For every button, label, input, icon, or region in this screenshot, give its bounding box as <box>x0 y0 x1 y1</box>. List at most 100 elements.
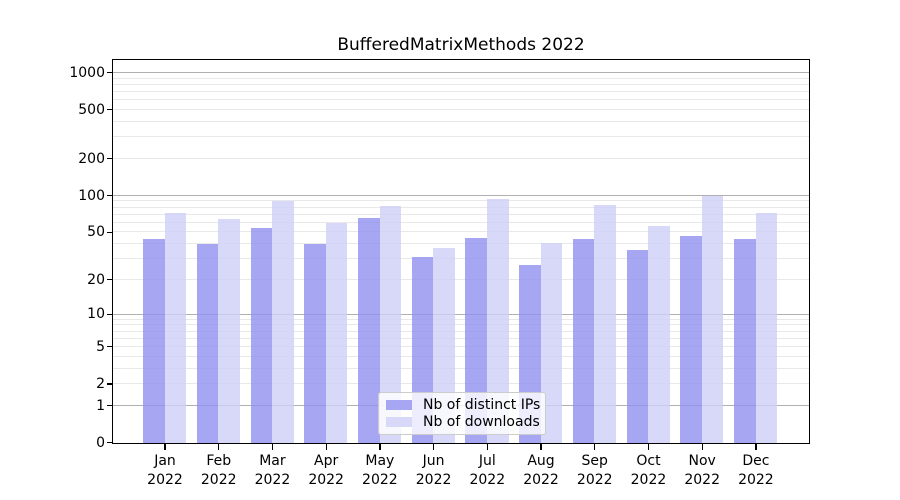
x-tick-mark <box>271 443 274 450</box>
x-tick-year: 2022 <box>200 472 237 488</box>
x-tick-month: Feb <box>206 453 232 469</box>
legend-swatch-distinct-ips <box>386 399 412 410</box>
y-tick-label: 1 <box>96 397 105 414</box>
y-tick-label: 50 <box>87 224 105 241</box>
x-tick-label: Dec 2022 <box>720 452 792 490</box>
gridline-minor <box>113 278 809 280</box>
y-tick-label: 200 <box>78 150 105 167</box>
gridline-minor <box>113 83 809 85</box>
bar-nb-of-distinct-ips-jul-2022 <box>465 237 487 443</box>
gridline-major <box>113 194 809 196</box>
gridline-minor <box>113 77 809 79</box>
x-tick-label: Mar 2022 <box>236 452 308 490</box>
bar-nb-of-downloads-oct-2022 <box>648 225 670 443</box>
bar-nb-of-downloads-nov-2022 <box>701 195 724 443</box>
y-tick-mark <box>106 313 113 315</box>
x-tick-label: Jan 2022 <box>129 452 201 490</box>
y-tick-mark <box>106 383 113 385</box>
x-tick-month: May <box>365 453 395 469</box>
bar-nb-of-distinct-ips-may-2022 <box>357 217 380 443</box>
bar-nb-of-distinct-ips-feb-2022 <box>196 244 219 443</box>
gridline-major <box>113 313 809 315</box>
y-tick-label: 10 <box>87 306 105 323</box>
bar-nb-of-distinct-ips-mar-2022 <box>250 228 273 443</box>
bar-nb-of-distinct-ips-sep-2022 <box>572 239 595 443</box>
x-tick-mark <box>647 443 650 450</box>
x-tick-label: Nov 2022 <box>666 452 738 490</box>
x-tick-year: 2022 <box>738 472 774 488</box>
x-tick-year: 2022 <box>254 472 291 488</box>
gridline-minor <box>113 324 809 326</box>
x-tick-year: 2022 <box>308 472 344 488</box>
gridline-minor <box>113 258 809 260</box>
y-tick-label: 20 <box>87 271 105 288</box>
x-tick-label: Jun 2022 <box>398 452 470 490</box>
legend-swatch-downloads <box>386 417 412 428</box>
y-tick-label: 500 <box>78 101 105 118</box>
x-tick-mark <box>325 443 327 450</box>
x-tick-month: Nov <box>688 453 716 469</box>
x-tick-month: Oct <box>636 453 661 469</box>
x-tick-label: Jul 2022 <box>451 452 523 490</box>
gridline-minor <box>113 99 809 101</box>
gridline-major <box>113 72 809 74</box>
x-tick-mark <box>379 443 381 450</box>
y-tick-mark <box>106 158 113 160</box>
bar-nb-of-distinct-ips-apr-2022 <box>304 244 326 443</box>
x-tick-mark <box>701 443 703 450</box>
bar-nb-of-downloads-mar-2022 <box>272 200 294 443</box>
gridline-minor <box>113 243 809 245</box>
gridline-minor <box>113 231 809 233</box>
x-tick-month: Jul <box>478 453 496 469</box>
y-tick-mark <box>106 346 113 348</box>
x-tick-label: Feb 2022 <box>183 452 255 490</box>
bar-nb-of-distinct-ips-oct-2022 <box>626 249 649 443</box>
y-tick-label: 1000 <box>69 64 105 81</box>
x-tick-month: Aug <box>527 453 555 469</box>
gridline-minor <box>113 383 809 385</box>
gridline-minor <box>113 355 809 357</box>
y-tick-label: 2 <box>96 375 105 392</box>
bar-nb-of-downloads-dec-2022 <box>755 213 778 443</box>
x-tick-month: Sep <box>581 453 608 469</box>
x-tick-mark <box>755 443 757 450</box>
x-tick-year: 2022 <box>147 472 183 488</box>
legend-item-distinct-ips: Nb of distinct IPs <box>386 397 540 413</box>
legend: Nb of distinct IPs Nb of downloads <box>378 392 546 435</box>
gridline-minor <box>113 200 809 202</box>
y-tick-mark <box>106 442 113 444</box>
bar-nb-of-downloads-apr-2022 <box>325 222 348 443</box>
bar-nb-of-downloads-feb-2022 <box>218 218 240 443</box>
y-tick-mark <box>106 404 113 407</box>
x-tick-mark <box>540 443 542 450</box>
gridline-minor <box>113 213 809 215</box>
y-tick-mark <box>106 231 113 233</box>
gridline-minor <box>113 109 809 111</box>
plot-area <box>112 59 810 444</box>
x-tick-mark <box>164 443 166 450</box>
x-tick-label: May 2022 <box>344 452 416 490</box>
gridline-minor <box>113 330 809 332</box>
y-tick-label: 100 <box>78 187 105 204</box>
x-tick-label: Sep 2022 <box>559 452 631 490</box>
gridline-minor <box>113 367 809 369</box>
x-tick-year: 2022 <box>415 472 452 488</box>
x-tick-month: Jan <box>154 453 176 469</box>
y-tick-label: 5 <box>96 338 105 355</box>
y-tick-label: 0 <box>96 434 105 451</box>
x-tick-month: Jun <box>422 453 445 469</box>
x-tick-label: Oct 2022 <box>612 452 684 490</box>
x-tick-mark <box>486 443 488 450</box>
legend-label-downloads: Nb of downloads <box>423 414 540 431</box>
y-tick-mark <box>106 194 113 197</box>
x-tick-mark <box>432 443 435 450</box>
bar-nb-of-distinct-ips-dec-2022 <box>734 239 756 443</box>
y-tick-mark <box>106 109 113 111</box>
bar-nb-of-downloads-sep-2022 <box>594 205 617 443</box>
x-tick-month: Apr <box>314 453 339 469</box>
gridline-minor <box>113 337 809 339</box>
gridline-minor <box>113 221 809 223</box>
gridline-minor <box>113 121 809 123</box>
x-tick-label: Aug 2022 <box>505 452 577 490</box>
